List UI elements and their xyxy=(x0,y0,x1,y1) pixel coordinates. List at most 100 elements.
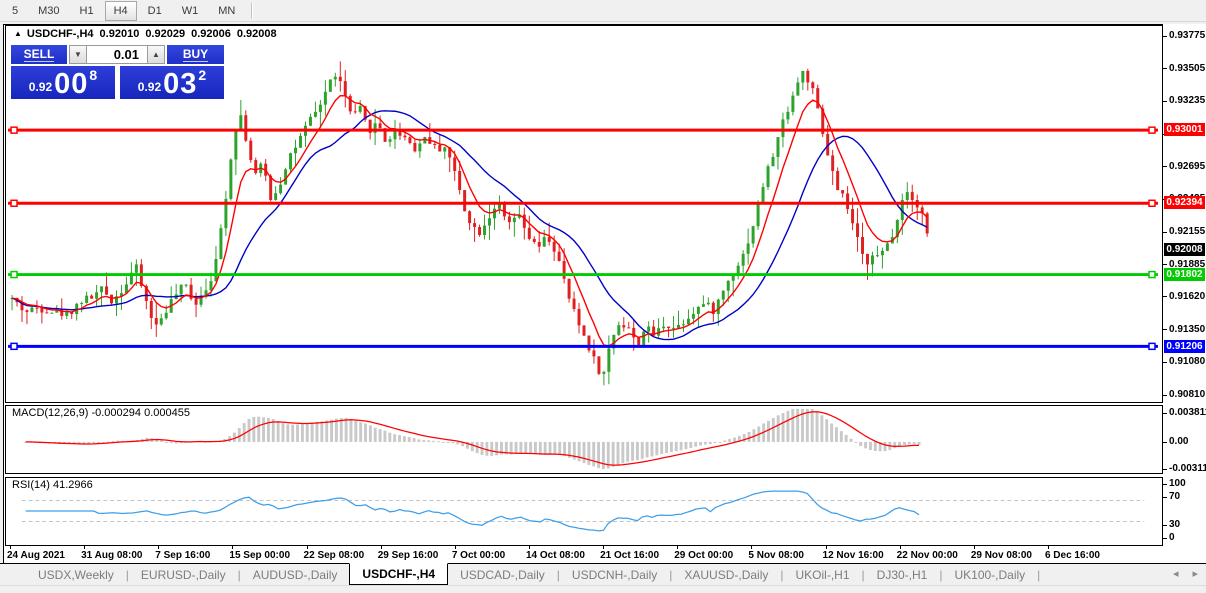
macd-bar xyxy=(868,441,872,450)
candle-body xyxy=(90,295,94,299)
date-axis-tick xyxy=(973,546,975,549)
symbol-tab-usdcnh-daily[interactable]: USDCNH-,Daily xyxy=(571,567,658,582)
ma-fast-line xyxy=(11,95,928,347)
candle-body xyxy=(323,91,327,105)
hline-handle-0.91802[interactable] xyxy=(10,270,18,279)
candle-body xyxy=(179,284,183,295)
candle-body xyxy=(662,326,666,329)
macd-bar xyxy=(645,441,649,458)
tab-scroll-left-icon[interactable]: ◂ xyxy=(1172,568,1179,580)
symbol-tab-dj30-h1[interactable]: DJ30-,H1 xyxy=(876,567,928,582)
candle-body xyxy=(239,115,243,130)
candle-body xyxy=(751,226,755,244)
candle-body xyxy=(209,281,213,291)
macd-bar xyxy=(616,441,620,465)
macd-bar xyxy=(660,441,664,455)
macd-bar xyxy=(461,441,465,447)
macd-bar xyxy=(684,441,688,450)
symbol-tab-audusd-daily[interactable]: AUDUSD-,Daily xyxy=(252,567,338,582)
candle-body xyxy=(100,286,104,293)
timeframe-button-d1[interactable]: D1 xyxy=(147,4,162,17)
candle-body xyxy=(105,286,109,295)
macd-bar xyxy=(917,441,921,445)
symbol-tab-uk100-daily[interactable]: UK100-,Daily xyxy=(954,567,1026,582)
macd-bar xyxy=(310,422,314,442)
candle-body xyxy=(159,318,163,325)
hline-handle-0.91206[interactable] xyxy=(1148,342,1156,351)
symbol-tab-usdx-weekly[interactable]: USDX,Weekly xyxy=(38,567,114,582)
macd-bar xyxy=(276,421,280,442)
candle-body xyxy=(716,299,720,315)
price-axis[interactable]: 0.937750.935050.932350.929650.926950.924… xyxy=(1163,24,1206,563)
symbol-tab-ukoil-h1[interactable]: UKOil-,H1 xyxy=(795,567,850,582)
macd-bar xyxy=(165,441,168,443)
hline-handle-0.91802[interactable] xyxy=(1148,270,1156,279)
sell-price-display[interactable]: 0.92 00 8 xyxy=(11,66,115,99)
candle-body xyxy=(214,258,218,282)
macd-bar xyxy=(271,419,275,442)
candle-body xyxy=(219,228,223,259)
candle-body xyxy=(318,104,322,112)
volume-decrement-button[interactable]: ▼ xyxy=(69,45,87,64)
hline-handle-0.92394[interactable] xyxy=(10,199,18,207)
tab-divider: | xyxy=(237,567,241,582)
sell-button[interactable]: SELL xyxy=(11,45,67,64)
macd-bar xyxy=(810,408,814,442)
candle-body xyxy=(766,166,770,188)
buy-price-big: 03 xyxy=(163,68,198,100)
date-axis[interactable]: 24 Aug 2021 31 Aug 08:00 7 Sep 16:00 15 Sep… xyxy=(5,546,1163,563)
candle-body xyxy=(866,253,869,265)
price-axis-label: 0.90810 xyxy=(1169,389,1206,400)
candle-body xyxy=(542,237,546,247)
candle-body xyxy=(681,324,685,326)
spin-down-icon: ▼ xyxy=(74,50,82,59)
timeframe-button-m30[interactable]: M30 xyxy=(38,4,60,17)
candle-body xyxy=(856,223,860,238)
timeframe-button-h1[interactable]: H1 xyxy=(79,4,94,17)
symbol-tab-usdchf-h4[interactable]: USDCHF-,H4 xyxy=(349,563,449,585)
hline-handle-0.92394[interactable] xyxy=(1148,199,1156,207)
timeframe-button-h4[interactable]: H4 xyxy=(104,0,137,21)
macd-bar xyxy=(844,434,848,442)
volume-input[interactable]: 0.01 xyxy=(87,45,147,64)
macd-bar xyxy=(291,424,295,442)
rsi-axis-label: 100 xyxy=(1169,478,1186,489)
macd-bar xyxy=(432,440,435,442)
timeframe-button-mn[interactable]: MN xyxy=(218,4,236,17)
macd-bar xyxy=(383,430,387,442)
tab-scroll-right-icon[interactable]: ▸ xyxy=(1192,568,1198,580)
candle-body xyxy=(537,241,541,247)
timeframe-button-5[interactable]: 5 xyxy=(12,4,19,17)
symbol-tab-usdcad-daily[interactable]: USDCAD-,Daily xyxy=(460,567,545,582)
macd-panel-plot[interactable] xyxy=(5,405,1163,474)
candle-body xyxy=(811,82,815,89)
macd-bar xyxy=(504,441,508,455)
date-axis-tick xyxy=(1047,546,1049,549)
macd-bar xyxy=(538,441,542,455)
macd-axis-tick xyxy=(1163,412,1167,414)
hline-handle-0.93001[interactable] xyxy=(10,126,18,134)
macd-bar xyxy=(737,435,741,442)
macd-bar xyxy=(262,417,266,442)
macd-bar xyxy=(179,441,183,444)
macd-bar xyxy=(349,418,353,442)
symbol-tab-xauusd-daily[interactable]: XAUUSD-,Daily xyxy=(684,567,769,582)
buy-price-display[interactable]: 0.92 03 2 xyxy=(120,66,224,99)
price-axis-tick xyxy=(1163,231,1167,233)
hline-handle-0.91206[interactable] xyxy=(10,342,18,351)
symbol-tab-eurusd-daily[interactable]: EURUSD-,Daily xyxy=(140,567,226,582)
price-tag-0.93001: 0.93001 xyxy=(1164,122,1205,136)
buy-button[interactable]: BUY xyxy=(167,45,224,64)
timeframe-button-w1[interactable]: W1 xyxy=(181,4,199,17)
macd-bar xyxy=(77,441,81,445)
date-axis-label: 21 Oct 16:00 xyxy=(600,550,660,561)
macd-bar xyxy=(160,440,164,442)
candle-body xyxy=(164,312,168,319)
volume-increment-button[interactable]: ▲ xyxy=(147,45,165,64)
hline-handle-0.93001[interactable] xyxy=(1148,126,1156,134)
macd-bar xyxy=(771,418,775,442)
macd-bar xyxy=(563,441,567,457)
candle-body xyxy=(607,348,611,372)
rsi-panel-plot[interactable] xyxy=(5,477,1163,546)
price-axis-label: 0.93235 xyxy=(1169,95,1206,107)
